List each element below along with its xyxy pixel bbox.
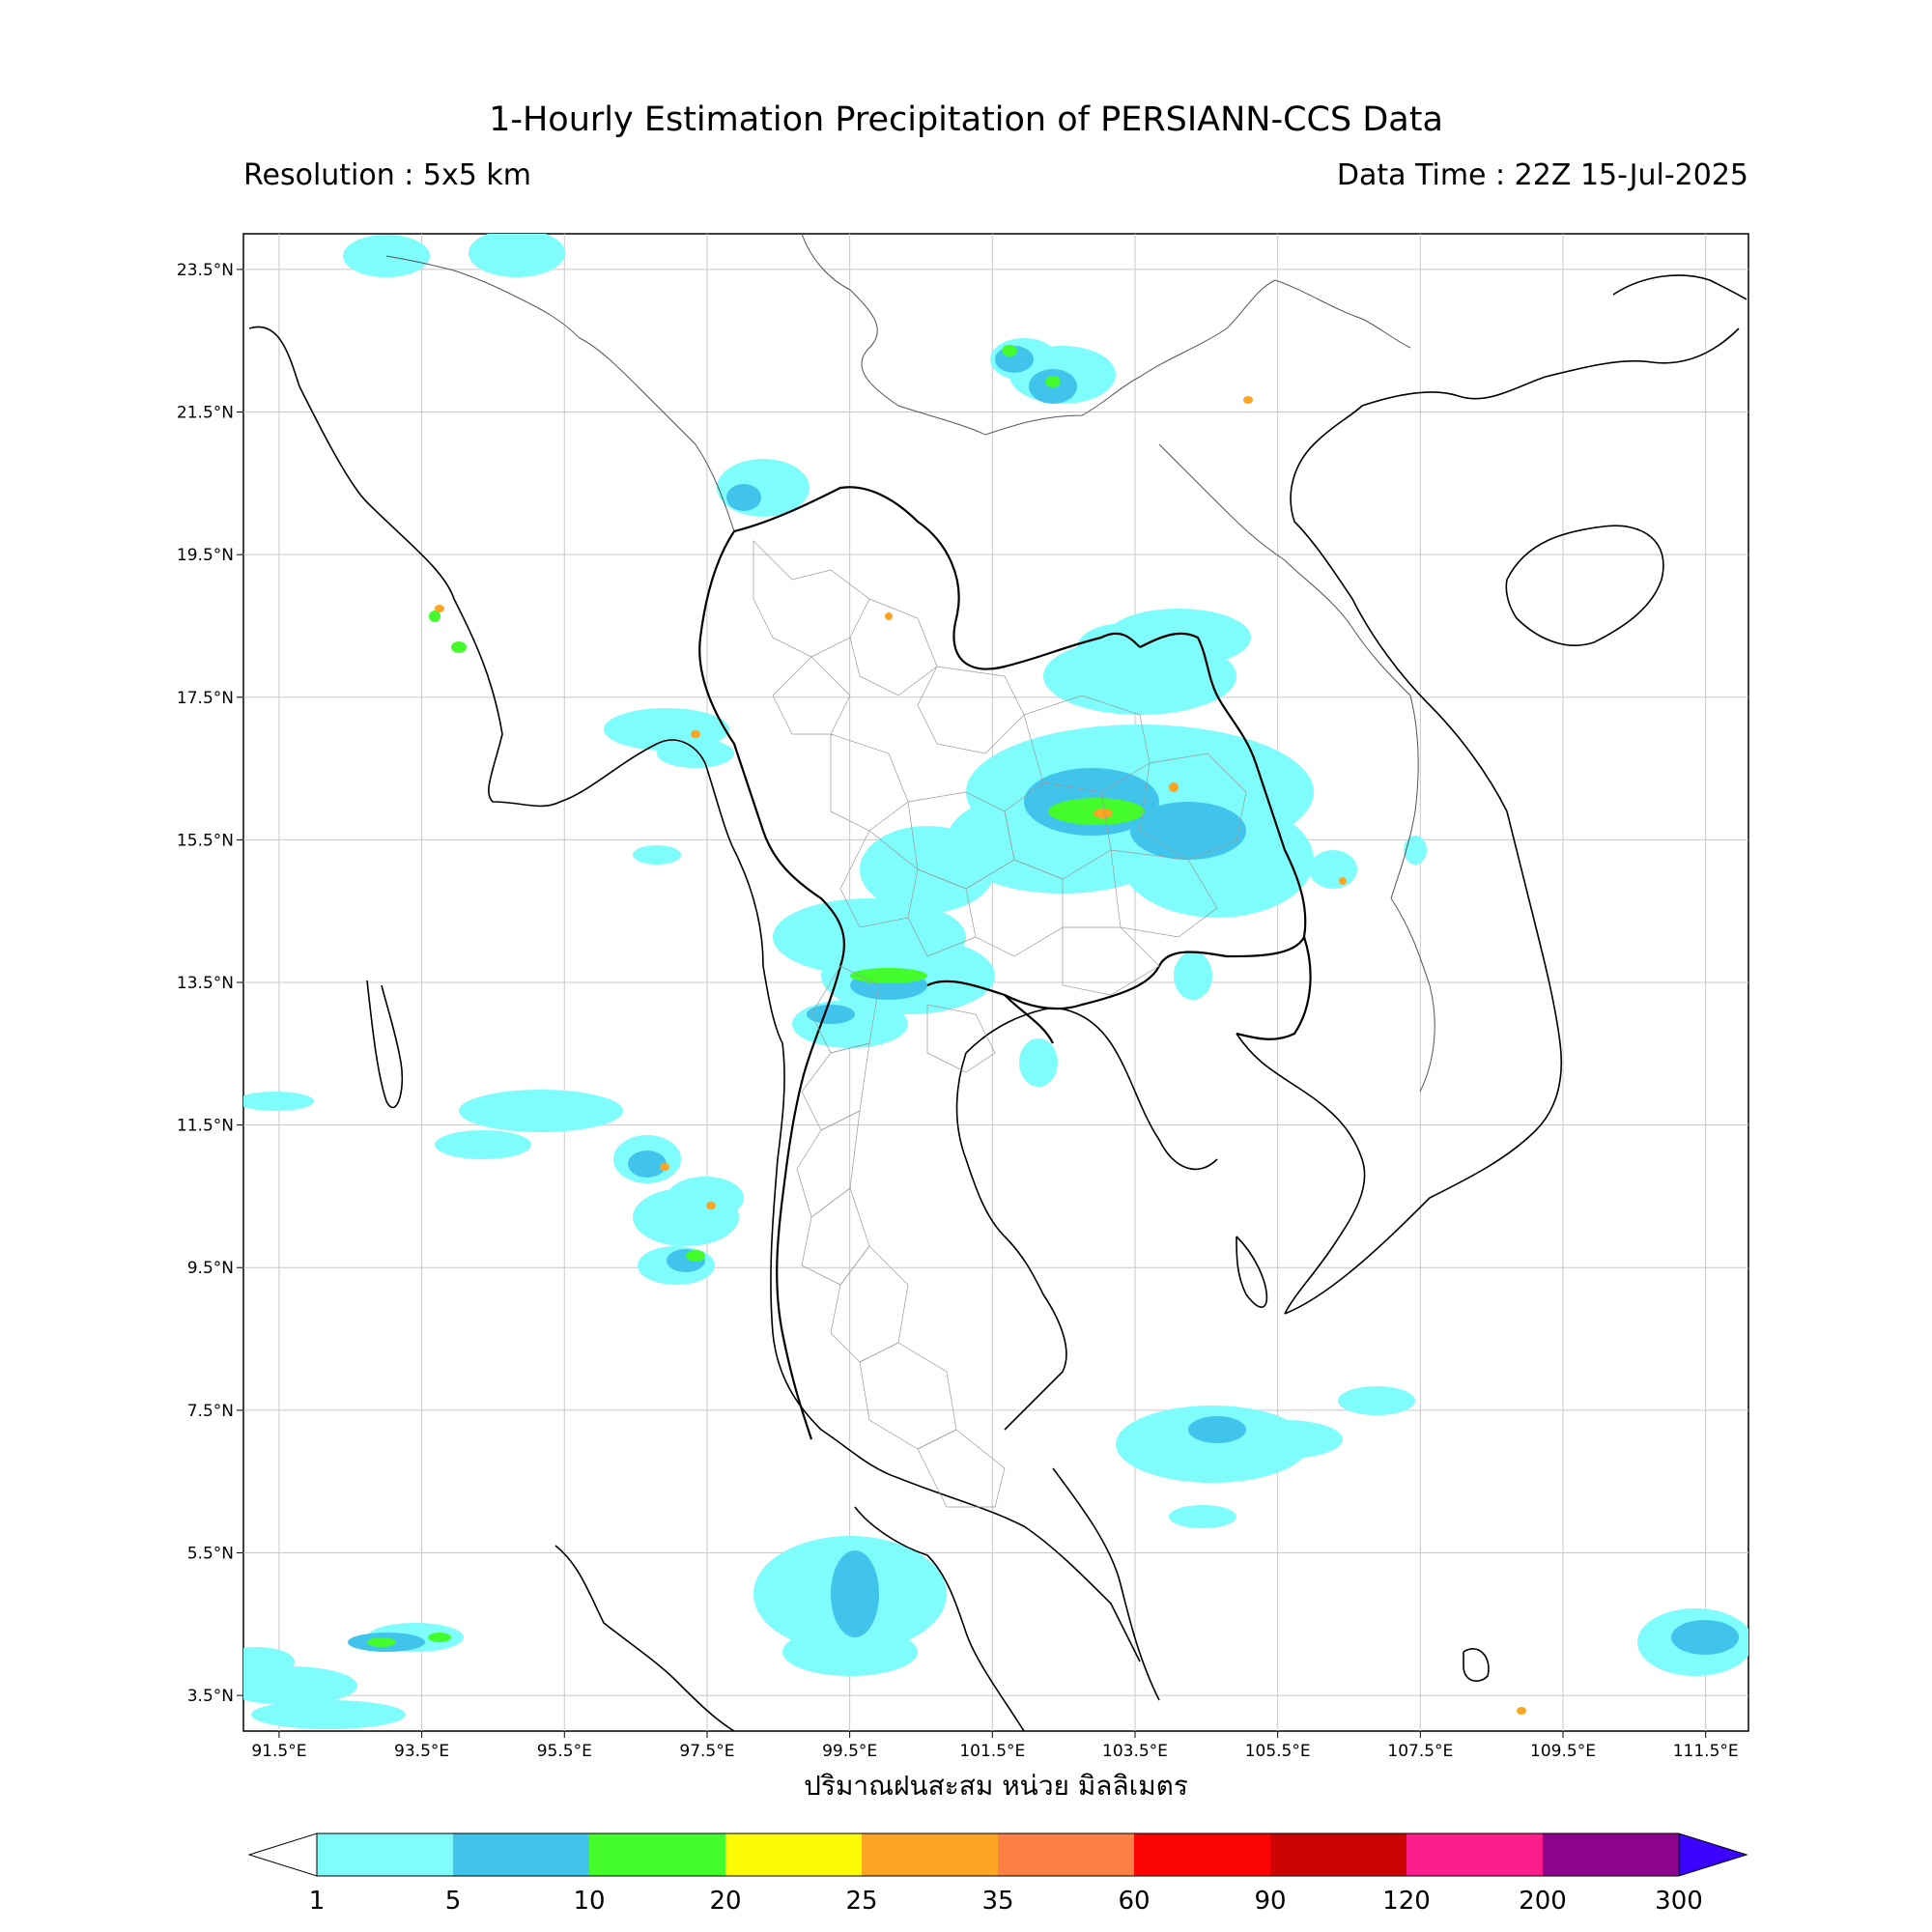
lat-tick-label: 9.5°N bbox=[187, 1259, 234, 1278]
colorbar-level-label: 90 bbox=[1254, 1887, 1286, 1916]
rain-heavy bbox=[367, 345, 1145, 1647]
lon-tick-label: 93.5°E bbox=[394, 1742, 449, 1761]
colorbar-level-label: 20 bbox=[709, 1887, 741, 1916]
colorbar-level-label: 10 bbox=[573, 1887, 605, 1916]
colorbar-level-label: 25 bbox=[845, 1887, 877, 1916]
lon-tick-label: 101.5°E bbox=[959, 1742, 1025, 1761]
colorbar-level-label: 200 bbox=[1519, 1887, 1567, 1916]
lon-tick-label: 91.5°E bbox=[251, 1742, 306, 1761]
lon-tick-label: 105.5°E bbox=[1245, 1742, 1311, 1761]
rain-peak bbox=[435, 396, 1526, 1715]
colorbar-extend-high bbox=[1678, 1833, 1748, 1877]
colorbar-segment bbox=[453, 1833, 589, 1876]
colorbar-segment bbox=[725, 1833, 862, 1876]
colorbar-level-label: 60 bbox=[1118, 1887, 1150, 1916]
lon-tick-label: 109.5°E bbox=[1530, 1742, 1596, 1761]
colorbar-segment bbox=[1270, 1833, 1406, 1876]
colorbar-segment bbox=[998, 1833, 1134, 1876]
map-title: 1-Hourly Estimation Precipitation of PER… bbox=[489, 100, 1443, 139]
colorbar-level-label: 5 bbox=[445, 1887, 462, 1916]
lat-tick-label: 11.5°N bbox=[177, 1117, 234, 1136]
lon-tick-label: 95.5°E bbox=[537, 1742, 592, 1761]
lon-tick-label: 111.5°E bbox=[1673, 1742, 1739, 1761]
lat-tick-label: 5.5°N bbox=[187, 1544, 234, 1563]
lat-tick-label: 3.5°N bbox=[187, 1687, 234, 1706]
borders bbox=[698, 486, 1312, 1440]
province-boundaries bbox=[753, 540, 1247, 1508]
resolution-label: Resolution : 5x5 km bbox=[243, 158, 531, 192]
colorbar-outline bbox=[316, 1833, 1680, 1877]
lon-tick-label: 99.5°E bbox=[822, 1742, 877, 1761]
colorbar-level-label: 300 bbox=[1655, 1887, 1703, 1916]
colorbar-level-label: 35 bbox=[981, 1887, 1013, 1916]
colorbar-level-label: 1 bbox=[309, 1887, 326, 1916]
lat-tick-label: 15.5°N bbox=[177, 831, 234, 850]
data-time-label: Data Time : 22Z 15-Jul-2025 bbox=[1336, 158, 1748, 192]
colorbar-level-label: 120 bbox=[1382, 1887, 1431, 1916]
lon-tick-label: 97.5°E bbox=[679, 1742, 734, 1761]
colorbar-segment bbox=[589, 1833, 725, 1876]
lon-tick-label: 107.5°E bbox=[1387, 1742, 1453, 1761]
lat-tick-label: 21.5°N bbox=[177, 404, 234, 423]
lat-tick-label: 7.5°N bbox=[187, 1402, 234, 1421]
lat-tick-label: 17.5°N bbox=[177, 689, 234, 708]
colorbar: 1 5 10 20 25 35 60 90 120 200 300 bbox=[247, 1833, 1748, 1916]
colorbar-extend-low bbox=[247, 1833, 318, 1877]
admin-boundaries bbox=[385, 234, 1435, 1093]
colorbar-segment bbox=[1406, 1833, 1543, 1876]
colorbar-segment bbox=[317, 1833, 453, 1876]
axis-ticks: 91.5°E 93.5°E 95.5°E 97.5°E 99.5°E 101.5°E 103… bbox=[177, 261, 1739, 1761]
colorbar-segment bbox=[1543, 1833, 1679, 1876]
colorbar-segment bbox=[1134, 1833, 1270, 1876]
lon-tick-label: 103.5°E bbox=[1102, 1742, 1168, 1761]
lat-tick-label: 23.5°N bbox=[177, 261, 234, 280]
coastlines bbox=[248, 274, 1747, 1731]
x-axis-label: ปริมาณฝนสะสม หน่วย มิลลิเมตร bbox=[804, 1770, 1188, 1802]
lat-tick-label: 19.5°N bbox=[177, 546, 234, 565]
colorbar-segment bbox=[862, 1833, 998, 1876]
lat-tick-label: 13.5°N bbox=[177, 974, 234, 993]
